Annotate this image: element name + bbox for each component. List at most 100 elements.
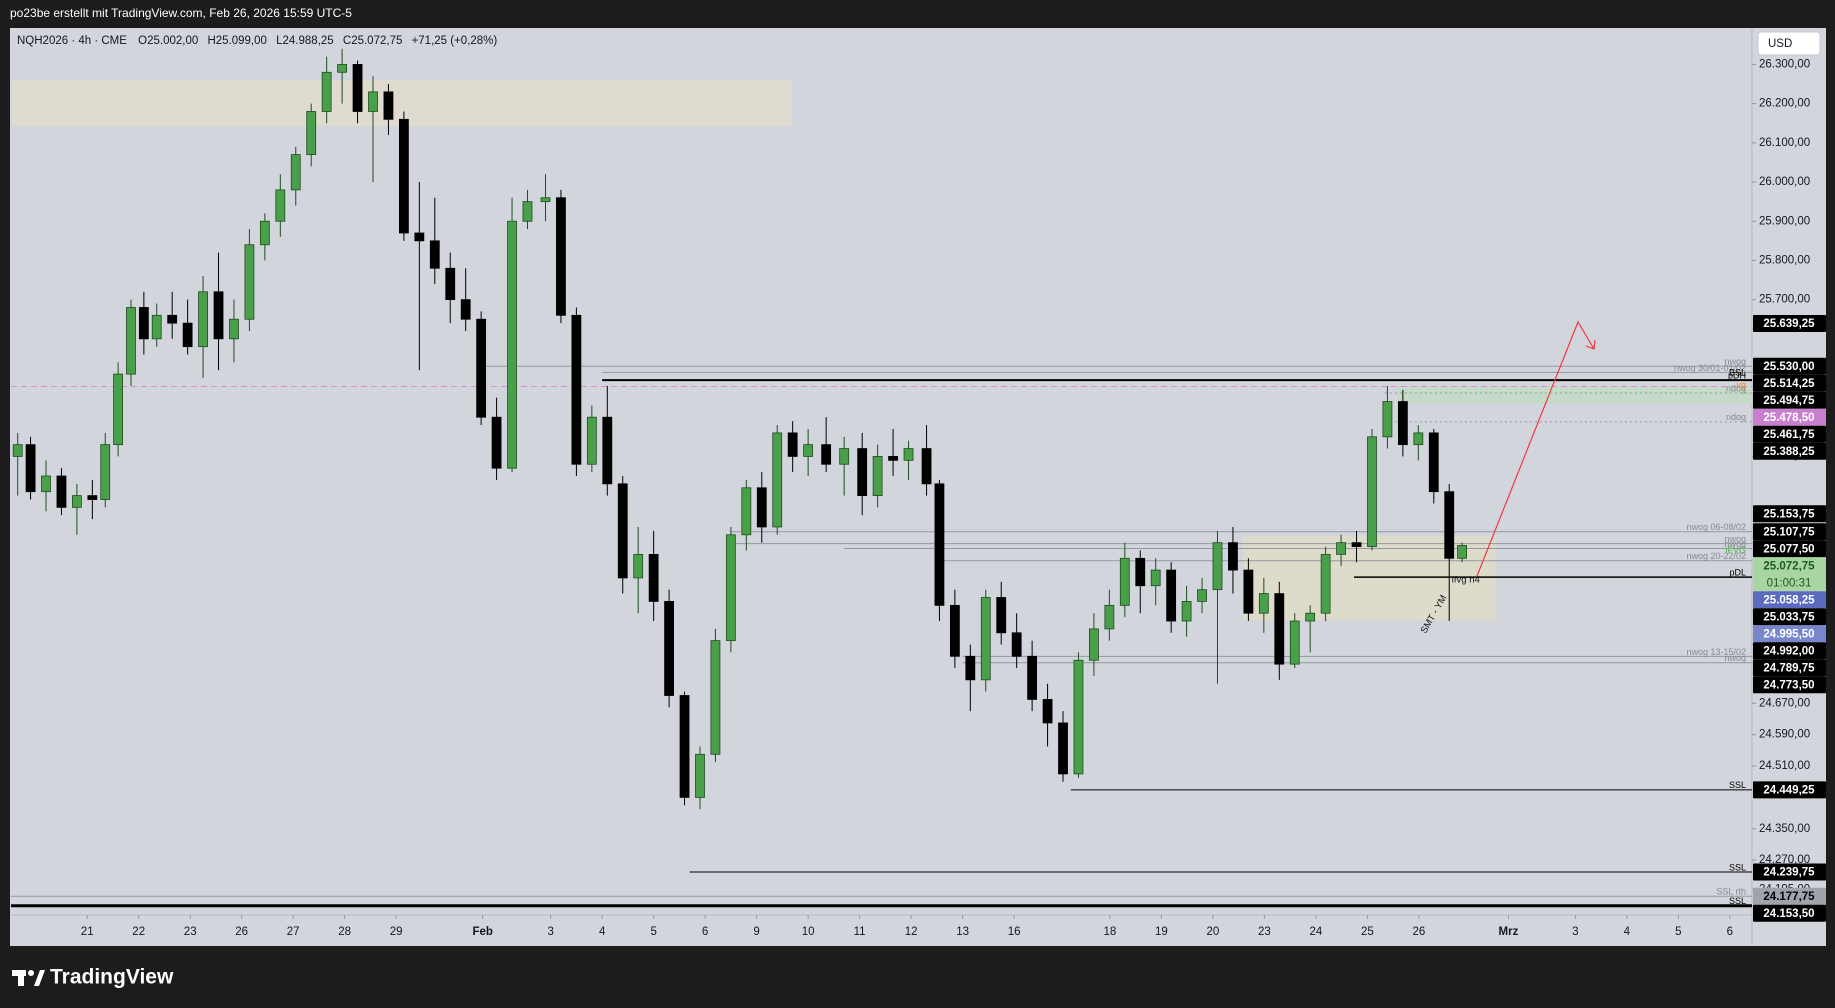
price-badge-label: 24.773,50 <box>1763 679 1814 691</box>
level-label: SSL <box>1729 896 1746 906</box>
price-badge <box>1753 608 1826 626</box>
candle-body <box>72 495 82 508</box>
candle-body <box>1397 401 1408 446</box>
candle-body <box>151 314 162 340</box>
x-tick-label: 4 <box>1624 926 1631 938</box>
candle-body <box>229 318 239 340</box>
candle-body <box>921 448 932 485</box>
x-tick-label: 3 <box>1572 926 1578 938</box>
candle-body <box>996 597 1007 634</box>
logo-text: TradingView <box>50 966 174 989</box>
price-badge-label: 25.072,75 <box>1763 560 1815 572</box>
x-tick-label: 12 <box>905 926 918 938</box>
x-tick-label: 10 <box>802 926 815 938</box>
candle-body <box>138 307 149 340</box>
level-label: nwog <box>1724 534 1746 544</box>
candle-body <box>965 655 976 681</box>
candle-body <box>949 604 960 657</box>
candle-body <box>1166 569 1177 622</box>
x-tick-label: 13 <box>956 926 969 938</box>
price-badge-label: 24.449,25 <box>1763 784 1815 796</box>
price-badge-label: 25.033,75 <box>1763 611 1815 623</box>
candle-body <box>664 601 674 696</box>
level-label: nwog 13-15/02 <box>1686 647 1746 657</box>
candle-body <box>1119 557 1130 606</box>
candle-body <box>1428 432 1439 493</box>
price-badge-label: 25.461,75 <box>1763 429 1815 441</box>
x-tick-label: 11 <box>854 926 866 938</box>
candle-body <box>198 291 208 348</box>
candle-body <box>275 189 286 222</box>
price-badge-label: 25.388,25 <box>1763 446 1815 458</box>
price-badge-label: 24.992,00 <box>1763 645 1814 657</box>
level-label: nwog <box>1724 357 1746 367</box>
price-badge <box>1753 863 1826 881</box>
candle-body <box>476 318 487 418</box>
zone <box>1397 386 1752 404</box>
price-badge-label: 24.995,50 <box>1763 628 1814 640</box>
y-tick-label: 24.590,00 <box>1759 729 1810 741</box>
candle-body <box>1228 542 1238 571</box>
level-label: nwog 20-22/02 <box>1686 551 1746 561</box>
candle-body <box>383 91 394 120</box>
ohlc-close: C25.072,75 <box>343 35 402 47</box>
candles <box>12 48 1467 810</box>
price-badge-label: 25.478,50 <box>1763 412 1814 424</box>
price-badge-label: 25.639,25 <box>1763 318 1815 330</box>
x-tick-label: 22 <box>132 926 145 938</box>
candle-body <box>1413 432 1424 446</box>
candle-body <box>903 448 914 461</box>
x-tick-label: 18 <box>1103 926 1116 938</box>
candle-body <box>398 118 409 234</box>
level-label: ndog <box>1726 412 1746 422</box>
logo: TradingView <box>12 966 174 989</box>
x-tick-label: Mrz <box>1499 926 1519 938</box>
candle-body <box>1181 601 1192 622</box>
price-badges: 25.639,25 25.530,00 25.514,25 25.494,75 25.4… <box>1753 314 1826 922</box>
candle-body <box>1011 632 1022 657</box>
y-tick-label: 25.700,00 <box>1759 294 1810 306</box>
x-tick-label: 19 <box>1155 926 1168 938</box>
candle-body <box>633 553 644 579</box>
y-tick-label: 24.510,00 <box>1759 760 1810 772</box>
candle-body <box>1382 401 1393 438</box>
price-badge <box>1753 781 1826 799</box>
level-label: SSL <box>1729 780 1746 790</box>
currency-box[interactable] <box>1757 31 1821 56</box>
candle-body <box>602 416 613 485</box>
level-label: pDH <box>1728 370 1746 380</box>
x-tick-label: 23 <box>184 926 197 938</box>
candle-body <box>167 314 178 324</box>
price-badge <box>1753 408 1826 426</box>
candle-body <box>56 475 67 508</box>
candle-body <box>1457 545 1467 559</box>
price-badge-label: 25.153,75 <box>1763 508 1815 520</box>
candle-body <box>337 64 348 73</box>
candle-body <box>586 416 597 465</box>
candle-body <box>368 91 378 112</box>
x-tick-label: 23 <box>1258 926 1271 938</box>
level-label: SSL rth <box>1716 887 1746 897</box>
price-badge <box>1753 374 1826 392</box>
candle-body <box>259 220 270 246</box>
candle-body <box>839 448 850 465</box>
currency-button[interactable]: USD <box>1757 31 1821 56</box>
currency[interactable]: USD <box>1768 38 1792 50</box>
y-tick-label: 25.900,00 <box>1759 215 1810 227</box>
candle-body <box>872 456 883 497</box>
candle-body <box>1305 612 1316 622</box>
level-label: vg <box>1736 380 1746 390</box>
x-tick-label: 20 <box>1206 926 1219 938</box>
y-tick-label: 24.350,00 <box>1759 823 1810 835</box>
level-label: nwog <box>1724 539 1746 549</box>
candle-body <box>113 373 124 446</box>
candle-body <box>290 154 301 191</box>
level-label: BSL <box>1729 368 1746 378</box>
x-tick-label: Feb <box>472 926 492 938</box>
price-badge <box>1753 391 1826 409</box>
candle-body <box>571 314 582 465</box>
time-axis: 21 22 23 26 27 28 29 Feb 3 4 5 6 9 10 11 12 13 16 18 19 20 23… <box>81 915 1733 938</box>
price-badge <box>1753 505 1826 523</box>
price-badge-label: 25.107,75 <box>1763 526 1815 538</box>
